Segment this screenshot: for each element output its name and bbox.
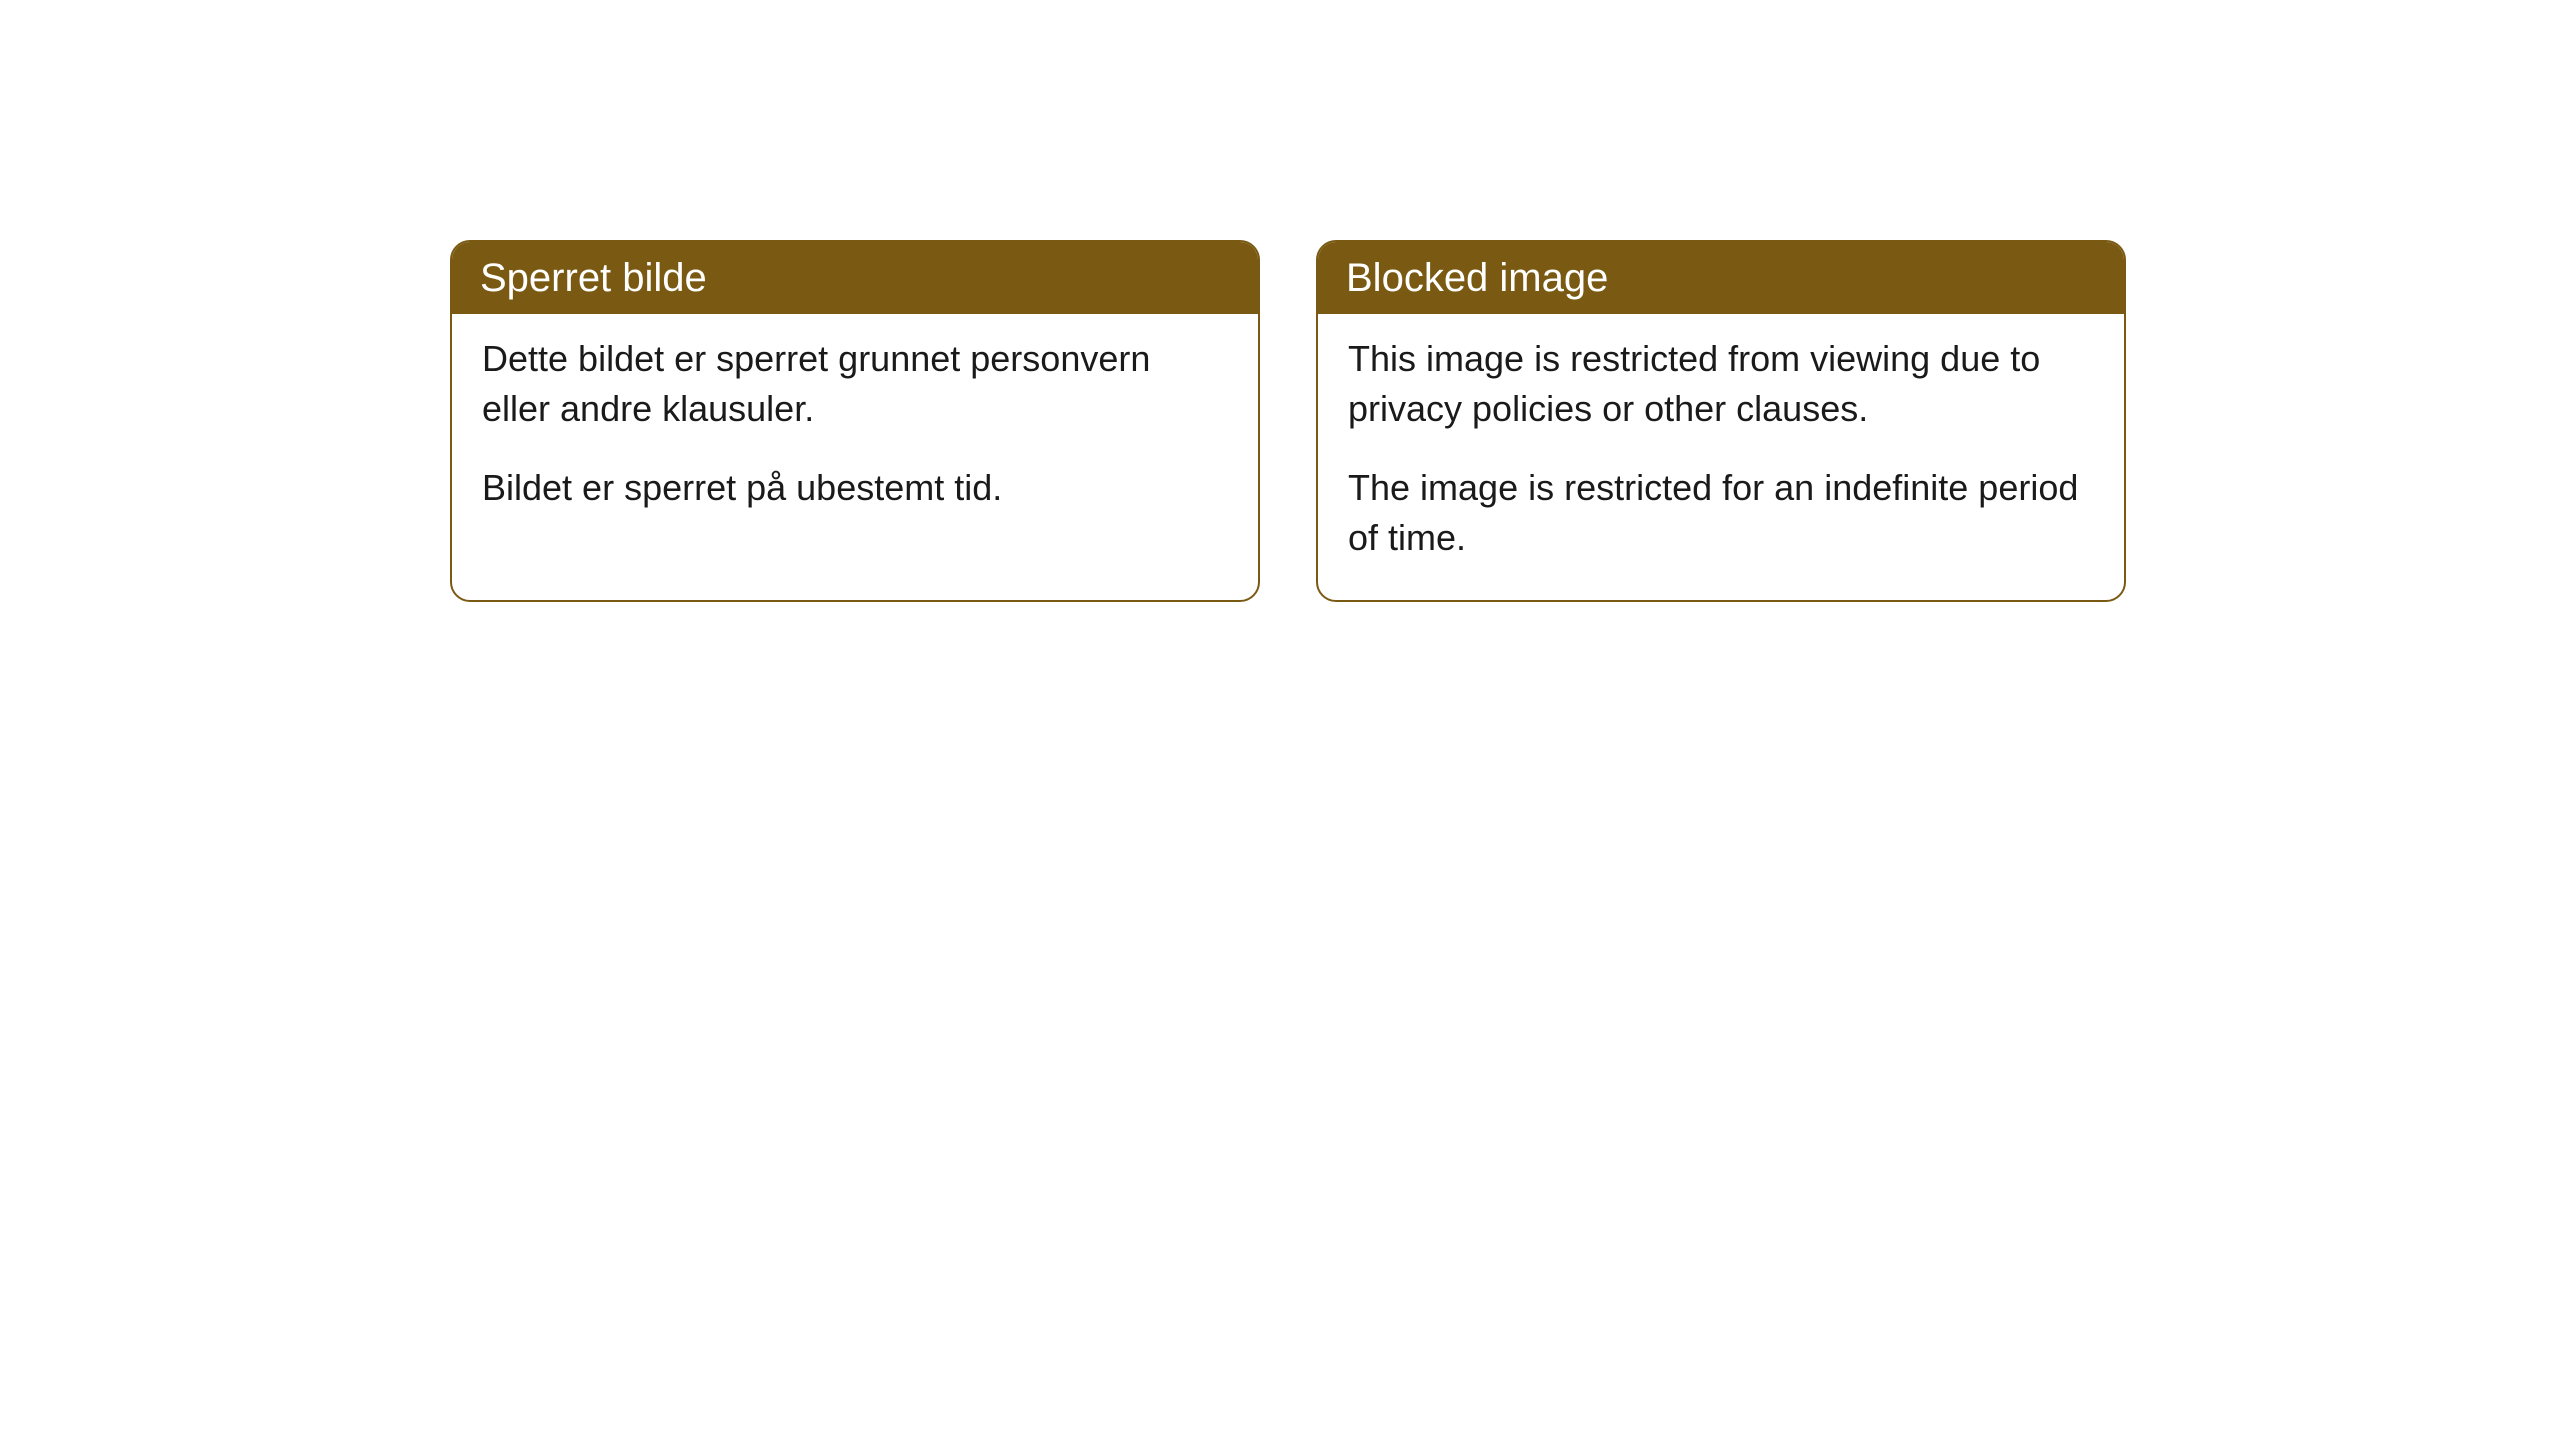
blocked-image-card-english: Blocked image This image is restricted f…: [1316, 240, 2126, 602]
card-title: Blocked image: [1346, 256, 1608, 300]
card-header: Blocked image: [1318, 242, 2124, 314]
card-paragraph-2: The image is restricted for an indefinit…: [1348, 463, 2094, 564]
card-body: This image is restricted from viewing du…: [1318, 314, 2124, 600]
card-header: Sperret bilde: [452, 242, 1258, 314]
blocked-image-card-norwegian: Sperret bilde Dette bildet er sperret gr…: [450, 240, 1260, 602]
card-title: Sperret bilde: [480, 256, 707, 300]
card-paragraph-1: This image is restricted from viewing du…: [1348, 334, 2094, 435]
cards-container: Sperret bilde Dette bildet er sperret gr…: [0, 0, 2560, 602]
card-paragraph-1: Dette bildet er sperret grunnet personve…: [482, 334, 1228, 435]
card-paragraph-2: Bildet er sperret på ubestemt tid.: [482, 463, 1228, 513]
card-body: Dette bildet er sperret grunnet personve…: [452, 314, 1258, 549]
